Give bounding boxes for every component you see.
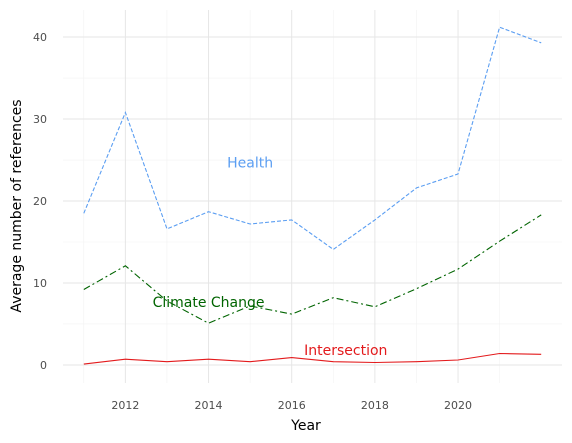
series-labels: Health Climate Change Intersection xyxy=(153,155,388,359)
series-label-intersection: Intersection xyxy=(304,343,387,359)
series-label-climate-change: Climate Change xyxy=(153,295,265,311)
y-axis-ticks: 0 10 20 30 40 xyxy=(33,31,47,372)
y-tick-label: 20 xyxy=(33,195,47,208)
y-tick-label: 30 xyxy=(33,113,47,126)
major-gridlines xyxy=(63,10,562,383)
x-tick-label: 2018 xyxy=(361,399,389,412)
series-label-health: Health xyxy=(227,155,273,171)
y-tick-label: 10 xyxy=(33,277,47,290)
series-line-intersection xyxy=(83,352,542,365)
minor-gridlines xyxy=(63,10,562,383)
series-line-climate-change xyxy=(83,214,542,324)
x-tick-label: 2020 xyxy=(444,399,472,412)
x-tick-label: 2014 xyxy=(195,399,223,412)
y-axis-title: Average number of references xyxy=(9,99,25,312)
x-axis-title: Year xyxy=(290,418,321,434)
x-tick-label: 2012 xyxy=(111,399,139,412)
y-tick-label: 0 xyxy=(40,359,47,372)
series-line-health xyxy=(83,26,542,251)
series-lines xyxy=(83,26,542,365)
y-tick-label: 40 xyxy=(33,31,47,44)
x-tick-label: 2016 xyxy=(278,399,306,412)
x-axis-ticks: 2012 2014 2016 2018 2020 xyxy=(111,399,472,412)
